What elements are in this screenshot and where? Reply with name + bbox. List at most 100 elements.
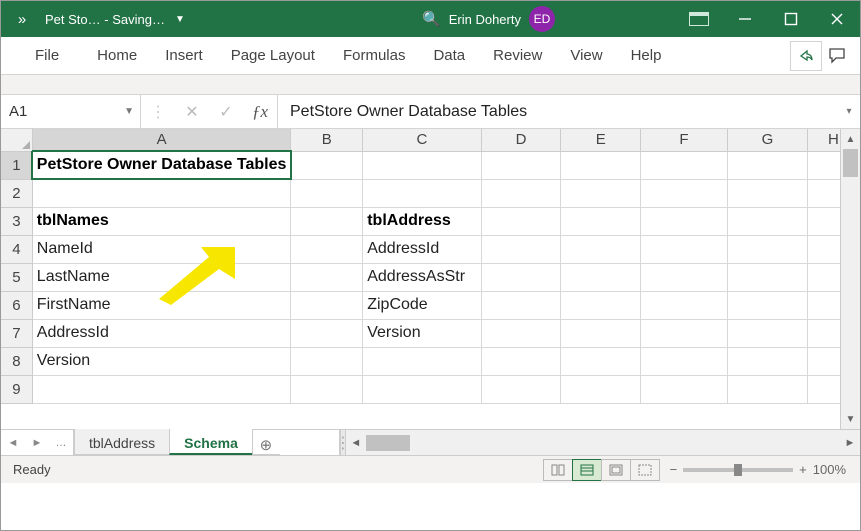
cell[interactable]: [640, 235, 727, 263]
scroll-up-icon[interactable]: ▲: [841, 129, 860, 149]
name-box-dropdown-icon[interactable]: ▼: [124, 106, 134, 117]
cell[interactable]: PetStore Owner Database Tables: [32, 151, 291, 179]
cell[interactable]: [640, 263, 727, 291]
tab-insert[interactable]: Insert: [151, 37, 217, 75]
cell[interactable]: Version: [363, 319, 482, 347]
scroll-down-icon[interactable]: ▼: [841, 409, 860, 429]
tab-formulas[interactable]: Formulas: [329, 37, 420, 75]
row-header[interactable]: 9: [1, 375, 32, 403]
tab-page-layout[interactable]: Page Layout: [217, 37, 329, 75]
column-header[interactable]: G: [728, 129, 808, 151]
cell[interactable]: ZipCode: [363, 291, 482, 319]
enter-icon[interactable]: ✓: [209, 95, 243, 129]
scroll-left-icon[interactable]: ◄: [346, 437, 366, 449]
cell[interactable]: [561, 263, 641, 291]
sheet-prev-icon[interactable]: ◄: [1, 437, 25, 449]
cell[interactable]: [561, 347, 641, 375]
column-header[interactable]: E: [561, 129, 641, 151]
column-header[interactable]: F: [640, 129, 727, 151]
sheet-next-icon[interactable]: ►: [25, 437, 49, 449]
cell[interactable]: [640, 319, 727, 347]
tab-view[interactable]: View: [556, 37, 616, 75]
cell[interactable]: [481, 263, 561, 291]
tab-data[interactable]: Data: [419, 37, 479, 75]
cell[interactable]: [481, 347, 561, 375]
cell[interactable]: [291, 151, 363, 179]
cell[interactable]: [481, 235, 561, 263]
new-sheet-icon[interactable]: ⊕: [252, 436, 280, 455]
cell[interactable]: [291, 375, 363, 403]
cell[interactable]: [291, 179, 363, 207]
cell[interactable]: [728, 235, 808, 263]
cell[interactable]: [728, 263, 808, 291]
cell[interactable]: [640, 375, 727, 403]
cell[interactable]: [363, 151, 482, 179]
maximize-button[interactable]: [768, 1, 814, 37]
title-dropdown-icon[interactable]: ▼: [175, 14, 185, 25]
row-header[interactable]: 6: [1, 291, 32, 319]
name-box[interactable]: A1 ▼: [1, 95, 141, 129]
zoom-in-icon[interactable]: +: [799, 462, 807, 477]
horizontal-scrollbar[interactable]: ◄ ►: [346, 430, 860, 455]
cell[interactable]: [561, 235, 641, 263]
fx-icon[interactable]: ƒx: [243, 95, 277, 129]
ribbon-display-icon[interactable]: [676, 1, 722, 37]
sheet-tab-schema[interactable]: Schema: [169, 429, 253, 455]
cell[interactable]: [561, 179, 641, 207]
cell[interactable]: [640, 151, 727, 179]
cell[interactable]: [291, 235, 363, 263]
cell[interactable]: [561, 291, 641, 319]
cell[interactable]: [363, 347, 482, 375]
cell[interactable]: [32, 179, 291, 207]
row-header[interactable]: 2: [1, 179, 32, 207]
cell[interactable]: [481, 151, 561, 179]
row-header[interactable]: 4: [1, 235, 32, 263]
cell[interactable]: [728, 375, 808, 403]
sheet-tab-tbladdress[interactable]: tblAddress: [74, 429, 170, 455]
cell[interactable]: [291, 347, 363, 375]
cell[interactable]: [561, 207, 641, 235]
column-header[interactable]: C: [363, 129, 482, 151]
comments-icon[interactable]: [822, 41, 854, 71]
formula-input[interactable]: PetStore Owner Database Tables: [278, 95, 838, 129]
cell[interactable]: [728, 207, 808, 235]
cell[interactable]: [481, 375, 561, 403]
tab-file[interactable]: File: [21, 37, 73, 75]
cell[interactable]: AddressAsStr: [363, 263, 482, 291]
cell[interactable]: [291, 207, 363, 235]
row-header[interactable]: 1: [1, 151, 32, 179]
formula-options-icon[interactable]: ⋮: [141, 95, 175, 129]
horizontal-scroll-thumb[interactable]: [366, 435, 410, 451]
scroll-right-icon[interactable]: ►: [840, 437, 860, 449]
column-header[interactable]: D: [481, 129, 561, 151]
cell[interactable]: [291, 263, 363, 291]
cell[interactable]: [363, 179, 482, 207]
cell[interactable]: [728, 179, 808, 207]
close-button[interactable]: [814, 1, 860, 37]
share-icon[interactable]: [790, 41, 822, 71]
cell[interactable]: [291, 319, 363, 347]
cell[interactable]: [561, 151, 641, 179]
cell[interactable]: AddressId: [32, 319, 291, 347]
tab-home[interactable]: Home: [83, 37, 151, 75]
user-name[interactable]: Erin Doherty: [449, 12, 521, 27]
select-all-corner[interactable]: [1, 129, 32, 151]
cell[interactable]: tblAddress: [363, 207, 482, 235]
cell[interactable]: [640, 291, 727, 319]
zoom-slider[interactable]: [683, 468, 793, 472]
row-header[interactable]: 3: [1, 207, 32, 235]
cell[interactable]: [481, 319, 561, 347]
tab-review[interactable]: Review: [479, 37, 556, 75]
cell[interactable]: Version: [32, 347, 291, 375]
cell[interactable]: [291, 291, 363, 319]
cell[interactable]: tblNames: [32, 207, 291, 235]
view-shortcuts-icon[interactable]: [543, 459, 573, 481]
row-header[interactable]: 7: [1, 319, 32, 347]
cell[interactable]: [640, 179, 727, 207]
tab-help[interactable]: Help: [617, 37, 676, 75]
row-header[interactable]: 5: [1, 263, 32, 291]
formula-expand-icon[interactable]: ▾: [838, 106, 860, 117]
minimize-button[interactable]: [722, 1, 768, 37]
sheet-more-icon[interactable]: …: [49, 437, 73, 449]
cell[interactable]: [728, 151, 808, 179]
